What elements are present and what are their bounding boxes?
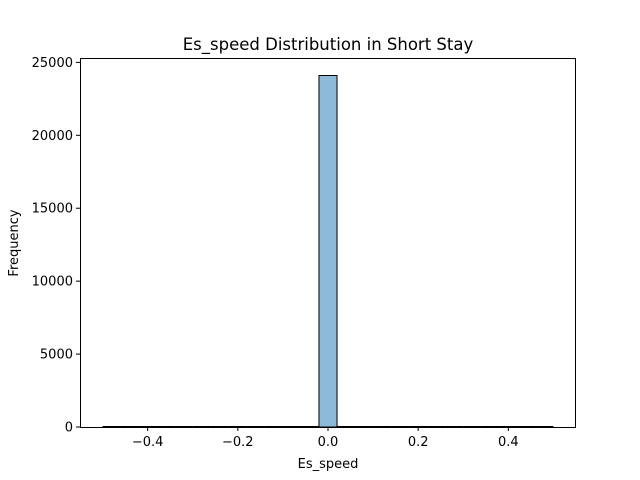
- y-axis-ticks: 0 5000 10000 15000 20000 25000: [32, 56, 80, 436]
- y-tick-label: 10000: [32, 275, 73, 290]
- x-axis-label: Es_speed: [298, 457, 359, 472]
- y-tick-label: 15000: [32, 202, 73, 217]
- bars-group: [102, 75, 554, 428]
- x-tick-label: −0.4: [132, 435, 164, 450]
- x-tick-label: −0.2: [222, 435, 254, 450]
- x-tick-label: 0.2: [408, 435, 429, 450]
- y-axis-label: Frequency: [7, 209, 22, 276]
- plot-frame: [80, 58, 576, 428]
- y-tick-label: 20000: [32, 129, 73, 144]
- y-tick-label: 25000: [32, 56, 73, 71]
- x-tick-label: 0.0: [318, 435, 339, 450]
- y-tick-label: 5000: [40, 348, 73, 363]
- histogram-bar: [318, 75, 338, 428]
- y-tick-label: 0: [65, 421, 73, 436]
- chart-title: Es_speed Distribution in Short Stay: [183, 35, 474, 55]
- x-tick-label: 0.4: [498, 435, 519, 450]
- x-axis-ticks: −0.4 −0.2 0.0 0.2 0.4: [132, 427, 519, 450]
